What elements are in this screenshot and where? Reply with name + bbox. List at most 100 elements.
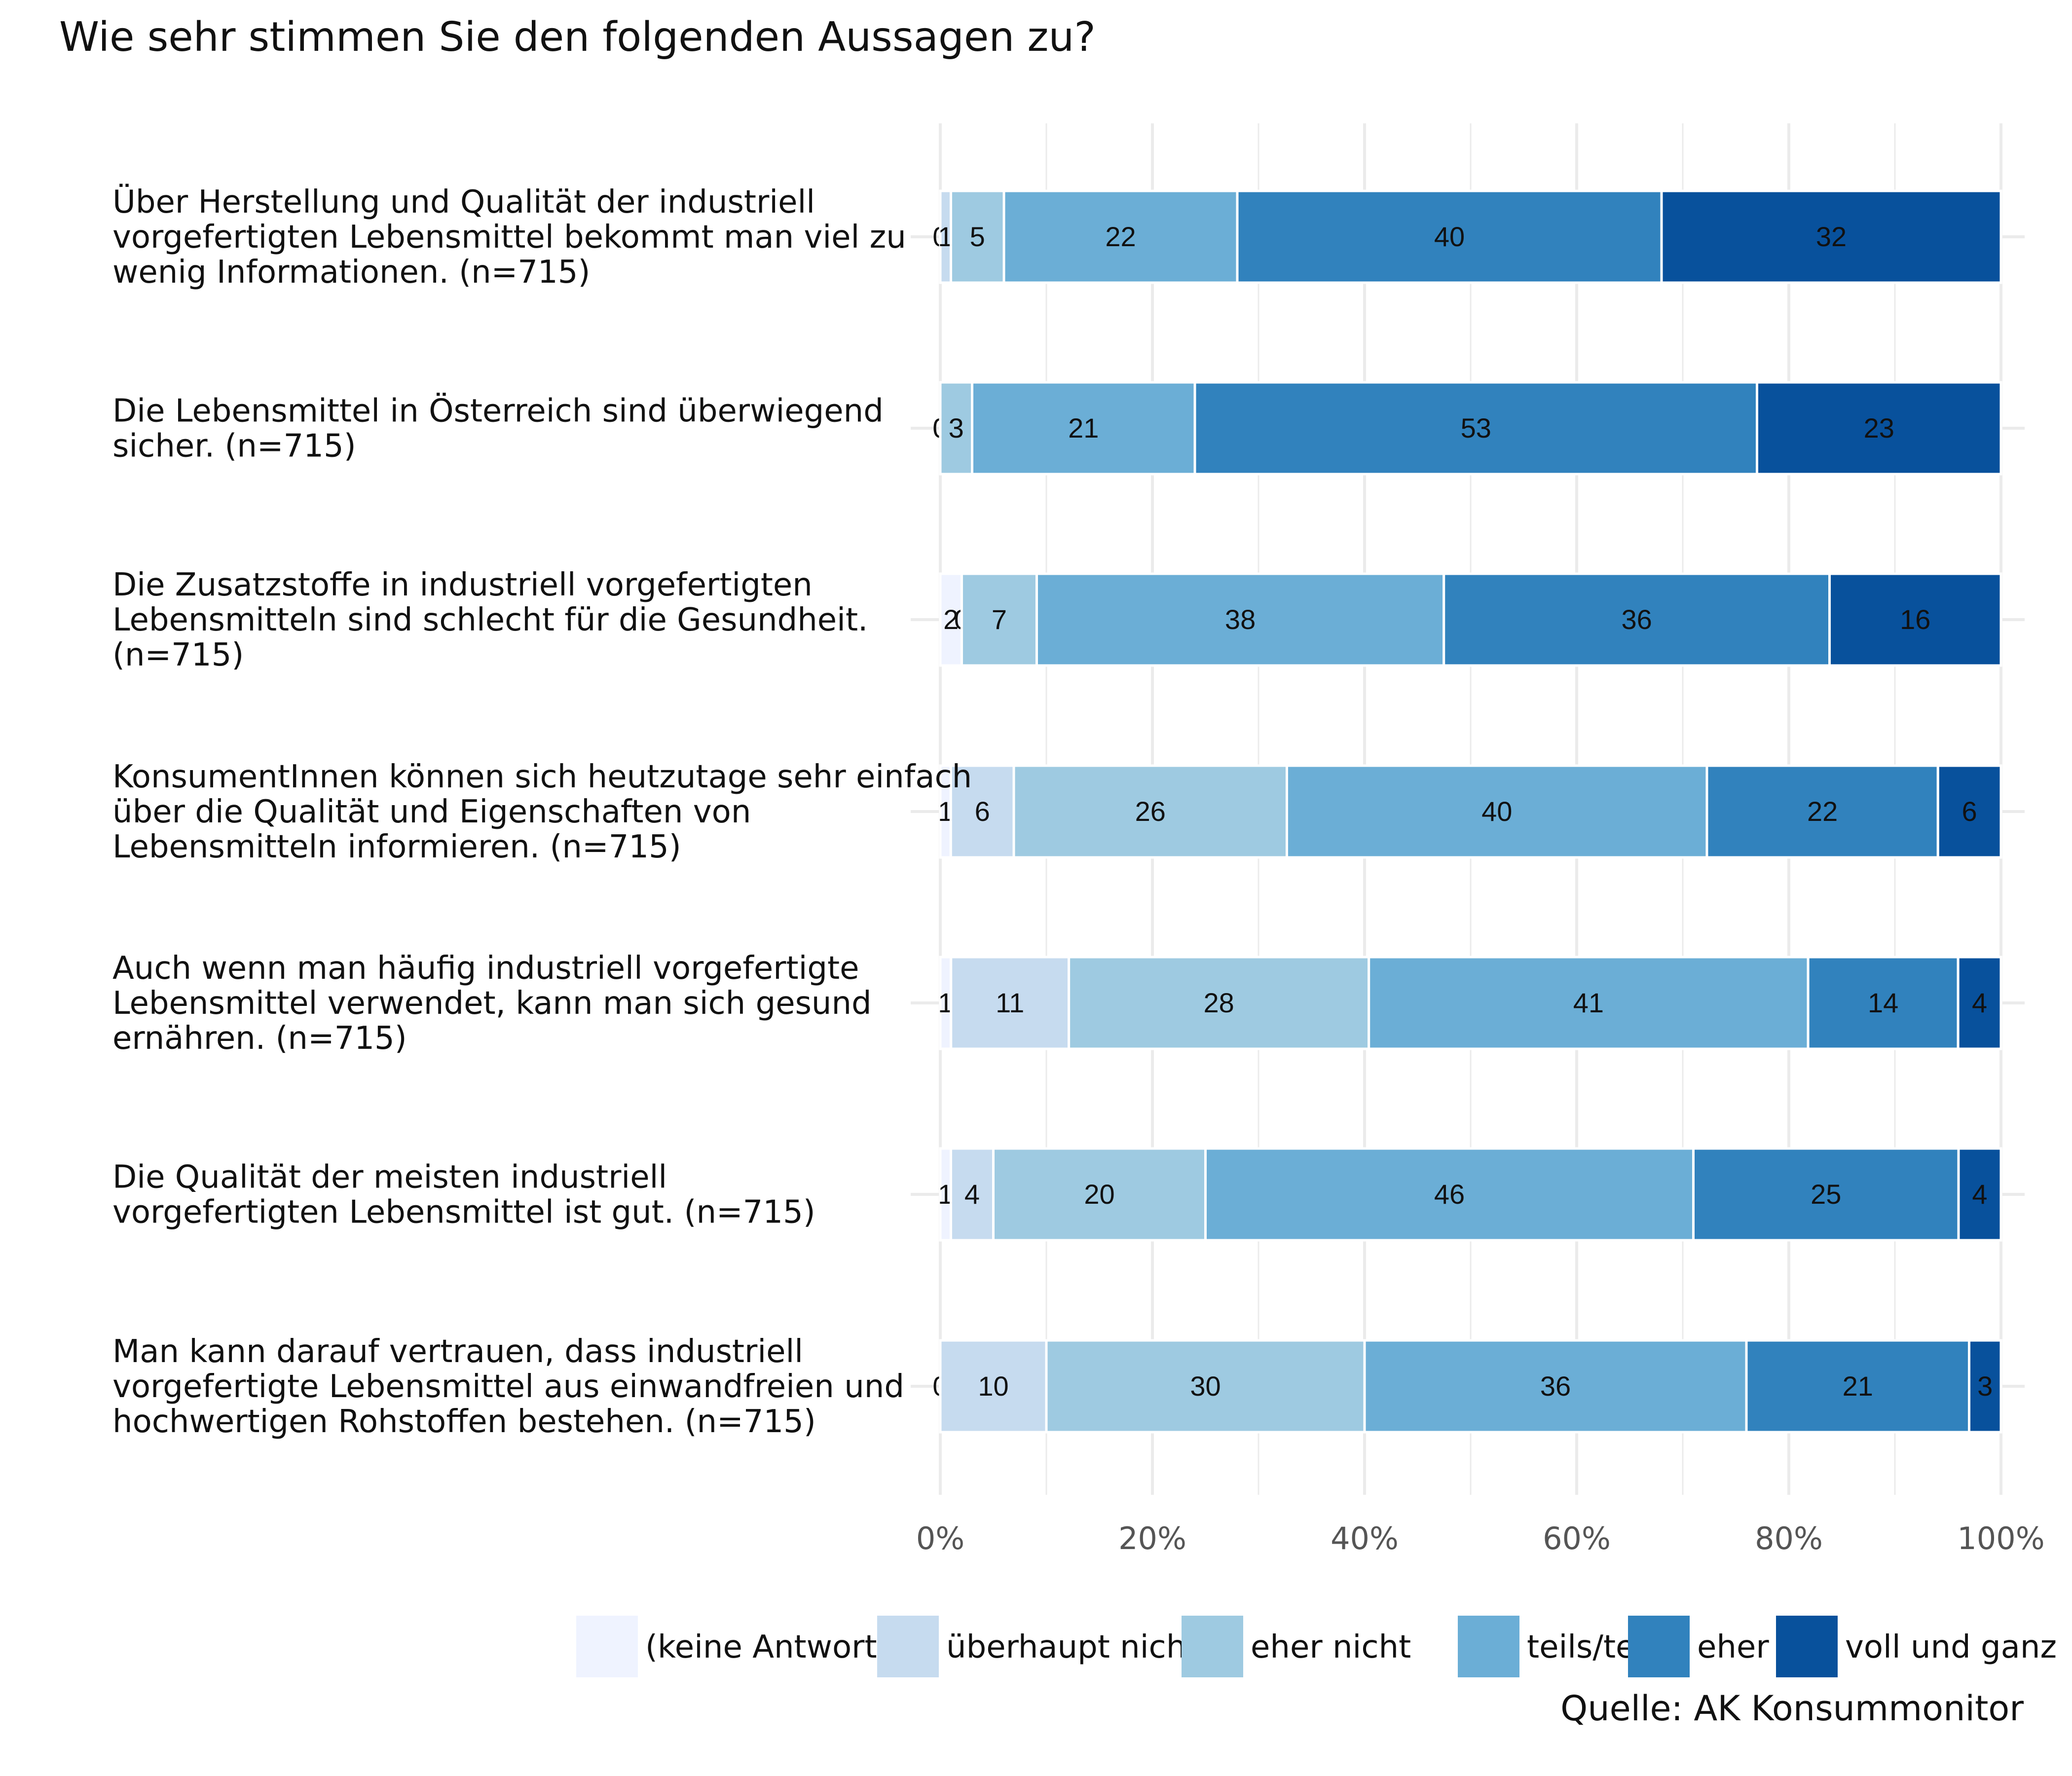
- bar-segment: [1828, 572, 2002, 667]
- bar-segment: [1035, 572, 1445, 667]
- x-axis: 0% 20% 40% 60% 80% 100%: [916, 1520, 2045, 1556]
- bars-layer: 0152240320032153232073836161626402261112…: [932, 189, 2002, 1434]
- bar-segment: [1705, 764, 1939, 859]
- legend-item: überhaupt nicht: [877, 1616, 1198, 1677]
- category-label-line: Auch wenn man häufig industriell vorgefe…: [112, 950, 859, 987]
- value-label: 26: [1135, 796, 1166, 827]
- value-label: 22: [1807, 796, 1838, 827]
- value-label: 40: [1481, 796, 1512, 827]
- value-label: 5: [970, 221, 985, 252]
- value-label: 23: [1864, 412, 1894, 444]
- value-label: 21: [1843, 1370, 1873, 1402]
- legend-item: eher nicht: [1182, 1616, 1411, 1677]
- value-label: 36: [1621, 604, 1652, 635]
- legend-item: (keine Antwort): [576, 1616, 889, 1677]
- bar-segment: [1745, 1339, 1970, 1434]
- legend-key: [576, 1616, 638, 1677]
- bar-segment: [1936, 764, 2002, 859]
- source-caption: Quelle: AK Konsummonitor: [1560, 1688, 2024, 1729]
- category-label-line: Über Herstellung und Qualität der indust…: [112, 184, 815, 221]
- category-label-line: KonsumentInnen können sich heutzutage se…: [112, 759, 972, 795]
- value-label: 46: [1434, 1179, 1465, 1210]
- category-label-line: vorgefertigte Lebensmittel aus einwandfr…: [112, 1369, 904, 1405]
- bar-row: 0103036213: [932, 1339, 2002, 1434]
- category-label-line: Die Zusatzstoffe in industriell vorgefer…: [112, 567, 813, 603]
- bar-row: 015224032: [932, 189, 2002, 284]
- category-label-line: Die Qualität der meisten industriell: [112, 1159, 667, 1196]
- category-label: Auch wenn man häufig industriell vorgefe…: [112, 950, 872, 1057]
- value-label: 4: [1972, 987, 1987, 1018]
- legend-item: eher: [1628, 1616, 1769, 1677]
- category-label: Man kann darauf vertrauen, dass industri…: [112, 1333, 904, 1440]
- bar-row: 1 11 28 41 14 4: [938, 956, 2002, 1050]
- value-label: 11: [996, 987, 1024, 1018]
- bar-row: 1 6 26 40 22 6: [938, 764, 2002, 859]
- bar-segment: [1957, 1147, 2002, 1242]
- legend-label: überhaupt nicht: [946, 1629, 1198, 1665]
- value-label: 40: [1434, 221, 1465, 252]
- x-tick-label: 0%: [916, 1520, 964, 1556]
- bar-segment: [1807, 956, 1960, 1050]
- value-label: 41: [1573, 987, 1604, 1018]
- category-label: Die Qualität der meisten industriellvorg…: [112, 1159, 815, 1231]
- bar-segment: [1236, 189, 1663, 284]
- bar-segment: [1660, 189, 2002, 284]
- category-label-line: ernähren. (n=715): [112, 1020, 407, 1057]
- value-label: 21: [1068, 412, 1099, 444]
- bar-segment: [1968, 1339, 2002, 1434]
- legend-label: eher nicht: [1251, 1629, 1411, 1665]
- category-label-line: Lebensmittel verwendet, kann man sich ge…: [112, 985, 872, 1022]
- bar-row: 1 4 20 46 25 4: [938, 1147, 2002, 1242]
- legend-label: voll und ganz: [1845, 1629, 2057, 1665]
- category-label-line: Man kann darauf vertrauen, dass industri…: [112, 1333, 803, 1370]
- legend-key: [1182, 1616, 1243, 1677]
- value-label: 6: [1962, 796, 1977, 827]
- category-label: Die Zusatzstoffe in industriell vorgefer…: [112, 567, 868, 673]
- bar-row: 207383616: [939, 572, 2002, 667]
- x-tick-label: 80%: [1755, 1520, 1823, 1556]
- category-label-line: Lebensmitteln informieren. (n=715): [112, 829, 681, 865]
- value-label: 30: [1190, 1370, 1221, 1402]
- category-label-line: Lebensmitteln sind schlecht für die Gesu…: [112, 602, 868, 638]
- row-labels-layer: Über Herstellung und Qualität der indust…: [112, 184, 972, 1440]
- bar-segment: [950, 1147, 995, 1242]
- legend-label: eher: [1697, 1629, 1769, 1665]
- value-label: 14: [1868, 987, 1898, 1018]
- value-label: 16: [1900, 604, 1930, 635]
- legend-key: [877, 1616, 939, 1677]
- category-label-line: wenig Informationen. (n=715): [112, 254, 590, 291]
- value-label: 32: [1816, 221, 1847, 252]
- bar-segment: [949, 764, 1015, 859]
- value-label: 2: [943, 604, 959, 635]
- bar-segment: [1363, 1339, 1748, 1434]
- value-label: 25: [1811, 1179, 1841, 1210]
- value-label: 4: [964, 1179, 980, 1210]
- value-label: 28: [1203, 987, 1234, 1018]
- bar-segment: [1756, 381, 2002, 476]
- category-label-line: sicher. (n=715): [112, 428, 356, 465]
- category-label: Die Lebensmittel in Österreich sind über…: [112, 393, 884, 465]
- x-tick-label: 100%: [1957, 1520, 2044, 1556]
- category-label-line: vorgefertigten Lebensmittel ist gut. (n=…: [112, 1194, 815, 1231]
- x-tick-label: 20%: [1118, 1520, 1186, 1556]
- category-label: Über Herstellung und Qualität der indust…: [112, 184, 906, 291]
- bar-segment: [1957, 956, 2002, 1050]
- bar-segment: [1204, 1147, 1695, 1242]
- value-label: 3: [949, 412, 964, 444]
- bar-segment: [992, 1147, 1207, 1242]
- category-label-line: hochwertigen Rohstoffen bestehen. (n=715…: [112, 1404, 816, 1440]
- legend-key: [1458, 1616, 1519, 1677]
- value-label: 4: [1972, 1179, 1987, 1210]
- legend-key: [1776, 1616, 1838, 1677]
- bar-segment: [1068, 956, 1370, 1050]
- x-tick-label: 40%: [1331, 1520, 1399, 1556]
- bar-segment: [1368, 956, 1810, 1050]
- value-label: 7: [992, 604, 1007, 635]
- category-label-line: Die Lebensmittel in Österreich sind über…: [112, 393, 884, 430]
- value-label: 20: [1084, 1179, 1114, 1210]
- legend: (keine Antwort) überhaupt nicht eher nicht…: [576, 1616, 2057, 1677]
- value-label: 22: [1105, 221, 1136, 252]
- bar-segment: [1012, 764, 1288, 859]
- value-label: 6: [975, 796, 990, 827]
